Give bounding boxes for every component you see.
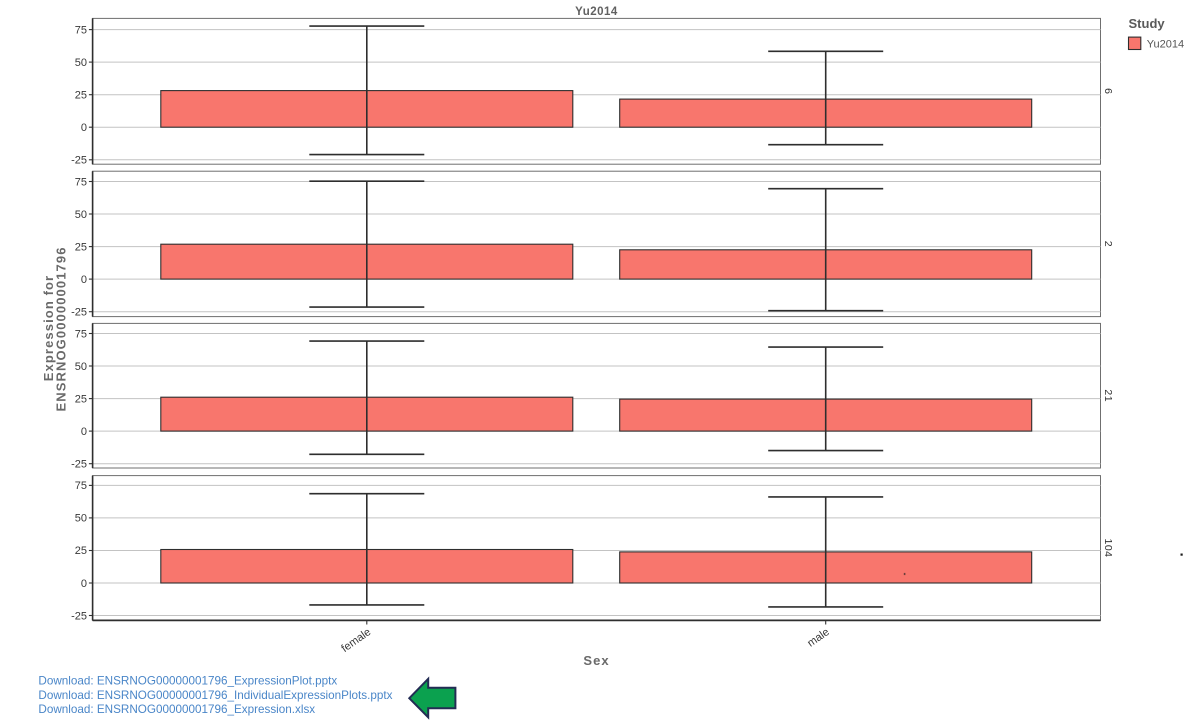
svg-text:50: 50 bbox=[75, 513, 87, 525]
svg-text:-25: -25 bbox=[71, 307, 87, 319]
svg-text:6: 6 bbox=[1102, 88, 1114, 94]
svg-text:Yu2014: Yu2014 bbox=[575, 6, 618, 18]
svg-text:75: 75 bbox=[75, 176, 87, 188]
svg-text:Sex: Sex bbox=[583, 653, 609, 668]
svg-text:-25: -25 bbox=[71, 155, 87, 167]
svg-text:25: 25 bbox=[75, 393, 87, 405]
svg-text:50: 50 bbox=[75, 57, 87, 69]
svg-text:0: 0 bbox=[81, 274, 87, 286]
svg-text:25: 25 bbox=[75, 545, 87, 557]
svg-text:50: 50 bbox=[75, 361, 87, 373]
svg-text:104: 104 bbox=[1102, 538, 1114, 557]
svg-text:Download: ENSRNOG00000001796_E: Download: ENSRNOG00000001796_ExpressionP… bbox=[38, 675, 337, 688]
svg-text:Expression for: Expression for bbox=[41, 275, 56, 381]
svg-text:0: 0 bbox=[81, 122, 87, 134]
svg-text:21: 21 bbox=[1102, 389, 1114, 402]
svg-text:50: 50 bbox=[75, 209, 87, 221]
svg-text:2: 2 bbox=[1102, 241, 1114, 247]
svg-text:Download: ENSRNOG00000001796_E: Download: ENSRNOG00000001796_Expression.… bbox=[38, 703, 315, 716]
svg-text:25: 25 bbox=[75, 241, 87, 253]
svg-text:Yu2014: Yu2014 bbox=[1147, 39, 1184, 51]
svg-text:-25: -25 bbox=[71, 610, 87, 622]
svg-text:75: 75 bbox=[75, 480, 87, 492]
svg-text:0: 0 bbox=[81, 426, 87, 438]
svg-text:ENSRNOG00000001796: ENSRNOG00000001796 bbox=[54, 246, 69, 411]
svg-text:75: 75 bbox=[75, 24, 87, 36]
svg-text:75: 75 bbox=[75, 328, 87, 340]
svg-text:25: 25 bbox=[75, 90, 87, 102]
svg-text:Download: ENSRNOG00000001796_I: Download: ENSRNOG00000001796_IndividualE… bbox=[38, 689, 392, 702]
svg-text:0: 0 bbox=[81, 578, 87, 590]
svg-text:Study: Study bbox=[1129, 16, 1166, 31]
svg-text:-25: -25 bbox=[71, 459, 87, 471]
